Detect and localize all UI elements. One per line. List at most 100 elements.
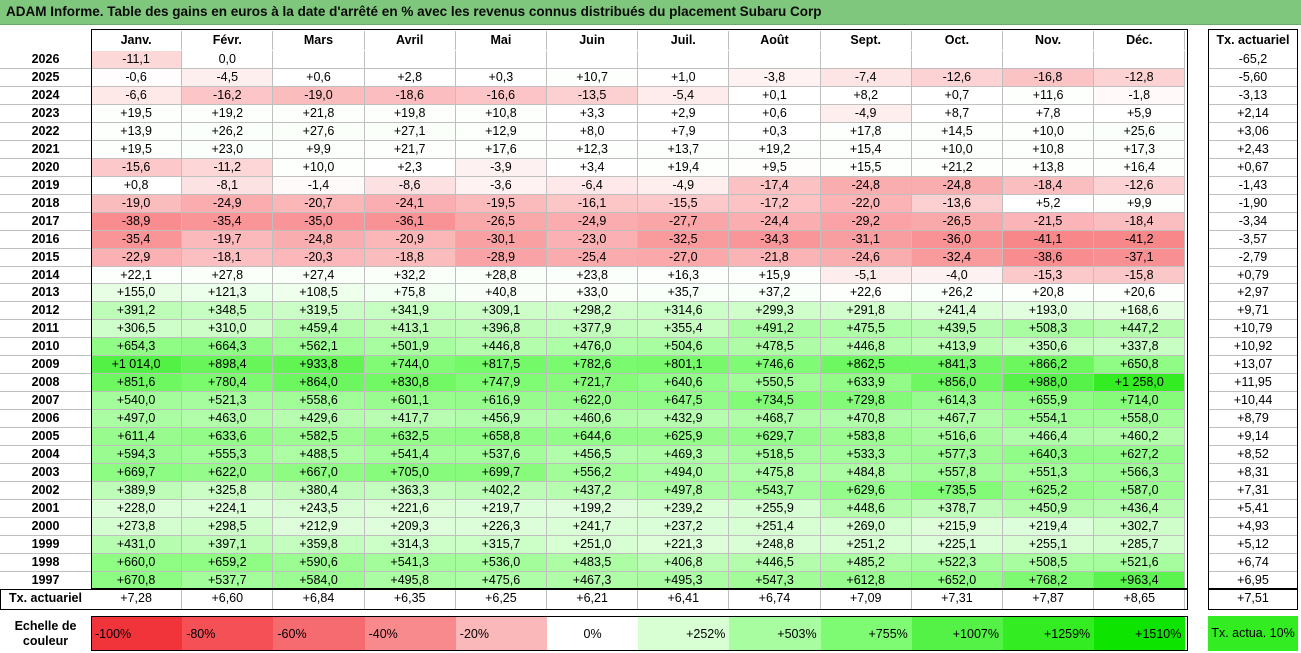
annual-value: -3,34 [1208,213,1298,231]
heat-cell: +584,0 [273,571,365,590]
heat-cell: +221,3 [638,535,730,554]
heat-cell: -5,1 [820,266,912,285]
annual-value: +2,97 [1208,284,1298,303]
heat-cell: +557,8 [911,464,1003,483]
heat-cell: +8,2 [820,86,912,105]
scale-swatch: +1007% [911,616,1003,651]
heat-cell: +243,5 [273,500,365,518]
heat-cell: +228,0 [91,500,183,518]
annual-value: +5,41 [1208,500,1298,518]
heat-cell: -22,9 [91,248,183,267]
heat-cell: -34,3 [729,230,821,249]
heat-cell: -20,3 [273,248,365,267]
annual-value: -1,90 [1208,195,1298,213]
heat-cell: -24,8 [820,176,912,195]
heat-cell: +19,5 [91,104,183,123]
heat-cell: +483,5 [547,553,639,572]
year-label: 2004 [0,446,91,465]
heat-cell: +209,3 [364,517,456,536]
heat-cell: +625,9 [638,428,730,447]
heat-cell: +747,9 [455,374,547,393]
heat-cell: +212,9 [273,517,365,536]
heat-cell: -12,6 [911,68,1003,87]
heat-cell: +467,3 [547,571,639,590]
month-header: Avril [365,31,456,50]
footer-value: +6,74 [729,589,821,609]
heat-cell: -5,4 [638,86,730,105]
heat-cell: +594,3 [91,446,183,465]
heat-cell [1003,51,1095,69]
footer-value: +6,25 [456,589,547,609]
heat-cell: +225,1 [911,535,1003,554]
heat-cell: -15,5 [638,194,730,213]
heat-cell: -18,6 [364,86,456,105]
heat-cell: +658,8 [455,428,547,447]
heat-cell: -24,6 [820,248,912,267]
heat-cell: +590,6 [273,553,365,572]
heat-cell: -15,8 [1094,266,1186,285]
heat-cell: +460,6 [547,410,639,429]
heat-cell: +446,8 [455,338,547,357]
heat-cell: +20,8 [1003,284,1095,303]
heat-cell: +566,3 [1094,464,1186,483]
heat-cell: +319,5 [273,302,365,321]
heat-cell: -29,2 [820,212,912,231]
heat-cell: +521,3 [182,392,274,411]
footer-value: +7,87 [1003,589,1095,609]
heat-cell: +35,7 [638,284,730,303]
year-label: 2007 [0,392,91,411]
heat-cell: -1,8 [1094,86,1186,105]
heat-cell: -3,9 [455,158,547,177]
heat-cell: +108,5 [273,284,365,303]
heat-cell: -3,8 [729,68,821,87]
month-header: Janv. [91,31,183,50]
heat-cell: +19,2 [182,104,274,123]
heat-cell: +468,7 [729,410,821,429]
heat-cell: +536,0 [455,553,547,572]
heat-cell: +378,7 [911,500,1003,518]
heat-cell: +660,0 [91,553,183,572]
heat-cell: -27,7 [638,212,730,231]
heat-cell: -19,0 [273,86,365,105]
heat-cell: +735,5 [911,482,1003,500]
scale-swatch: -60% [273,616,365,651]
heat-cell: +389,9 [91,482,183,500]
heat-cell: +27,1 [364,122,456,141]
heat-cell: +27,4 [273,266,365,285]
heat-cell: +17,8 [820,122,912,141]
month-header: Févr. [182,31,274,50]
heat-cell: +497,8 [638,482,730,500]
annual-value: +6,95 [1208,572,1298,590]
heat-cell: +9,9 [1094,194,1186,213]
annual-value: +7,31 [1208,482,1298,500]
heat-cell: +10,0 [911,140,1003,159]
heat-cell: +547,3 [729,571,821,590]
heat-cell: +459,4 [273,320,365,339]
heat-cell: -18,1 [182,248,274,267]
heat-cell: +315,7 [455,535,547,554]
heat-cell: +15,4 [820,140,912,159]
heat-cell: +21,8 [273,104,365,123]
heat-cell: +495,8 [364,571,456,590]
heat-cell: +10,0 [273,158,365,177]
heat-cell: +23,0 [182,140,274,159]
heat-cell: +782,6 [547,356,639,375]
heat-cell: +558,6 [273,392,365,411]
heat-cell: +10,8 [455,104,547,123]
heat-cell: -6,4 [547,176,639,195]
heat-cell: +396,8 [455,320,547,339]
heat-cell: -7,4 [820,68,912,87]
heat-cell: +0,1 [729,86,821,105]
heat-cell: +397,1 [182,535,274,554]
annual-value: +13,07 [1208,356,1298,375]
heat-cell: +255,9 [729,500,821,518]
footer-label: Tx. actuariel [9,591,82,605]
heat-cell: +640,6 [638,374,730,393]
page-title: ADAM Informe. Table des gains en euros à… [6,4,822,19]
heat-cell: -19,0 [91,194,183,213]
year-label: 1998 [0,554,91,572]
heat-cell [911,51,1003,69]
heat-cell: +168,6 [1094,302,1186,321]
annual-value: +0,79 [1208,267,1298,285]
heat-cell: +23,8 [547,266,639,285]
